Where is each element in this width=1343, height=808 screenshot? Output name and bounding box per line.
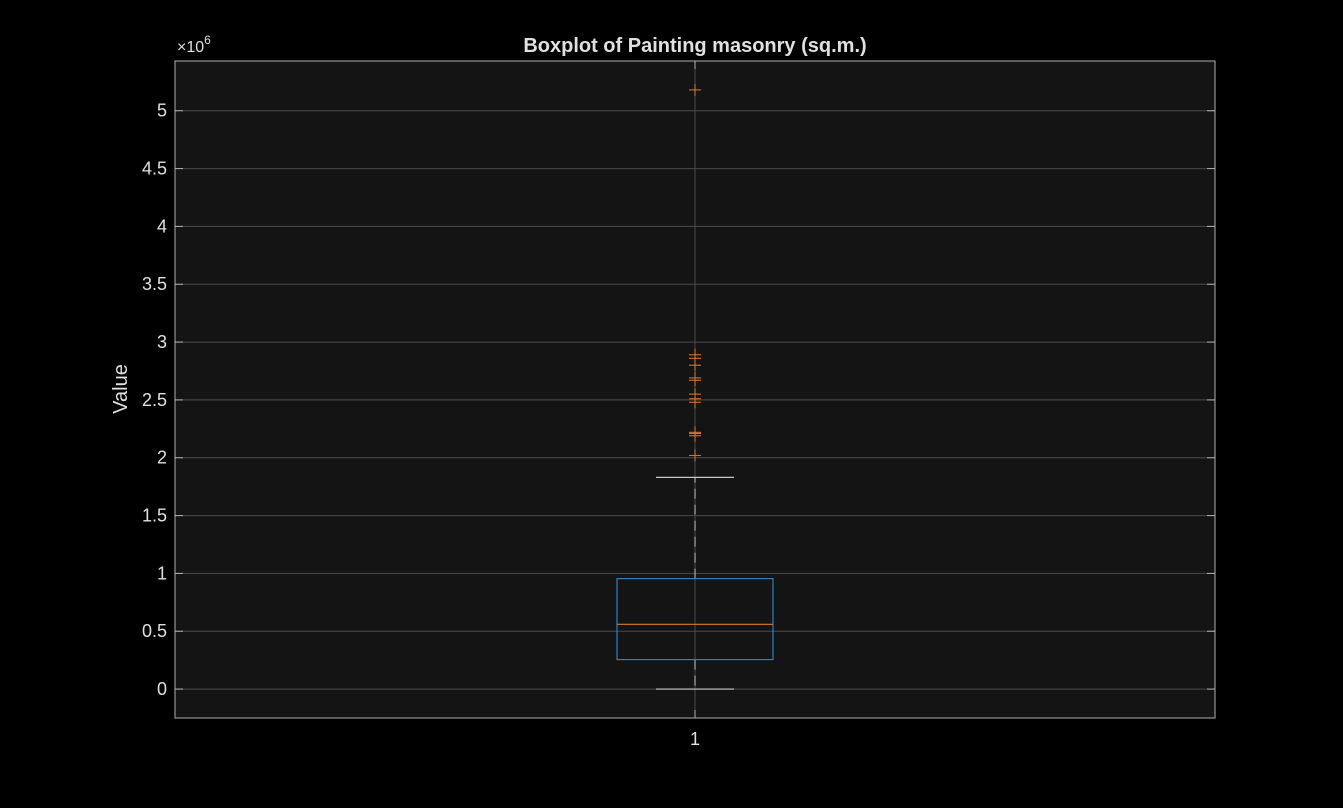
box-group: [616, 476, 774, 690]
outlier-marker: [689, 371, 701, 384]
exponent-base: ×10: [177, 39, 204, 56]
y-axis-label: Value: [110, 364, 132, 414]
interquartile-box: [616, 578, 774, 661]
outlier-marker: [689, 426, 701, 439]
y-tick-label: 5: [157, 101, 167, 121]
y-axis-ticks: 0 0.5 1 1.5 2 2.5 3 3.5 4 4.5 5: [142, 101, 1215, 699]
outlier-marker: [689, 449, 701, 462]
outlier-marker: [689, 83, 701, 96]
y-tick-label: 0.5: [142, 621, 167, 641]
y-tick-label: 0: [157, 679, 167, 699]
y-tick-label: 2.5: [142, 390, 167, 410]
y-tick-label: 2: [157, 448, 167, 468]
y-tick-label: 1: [157, 563, 167, 583]
outlier-marker: [689, 348, 701, 361]
y-axis-exponent: ×106: [177, 33, 211, 56]
outlier-marker: [689, 388, 701, 401]
y-tick-label: 1.5: [142, 506, 167, 526]
axes-frame: [174, 60, 1216, 719]
y-tick-label: 3.5: [142, 274, 167, 294]
x-axis-ticks: 1: [690, 61, 700, 749]
chart-title: Boxplot of Painting masonry (sq.m.): [523, 35, 866, 57]
y-tick-label: 3: [157, 332, 167, 352]
y-tick-label: 4: [157, 216, 167, 236]
exponent-power: 6: [204, 33, 211, 47]
outliers: [689, 83, 701, 462]
y-tick-label: 4.5: [142, 159, 167, 179]
x-tick-label: 1: [690, 729, 700, 749]
